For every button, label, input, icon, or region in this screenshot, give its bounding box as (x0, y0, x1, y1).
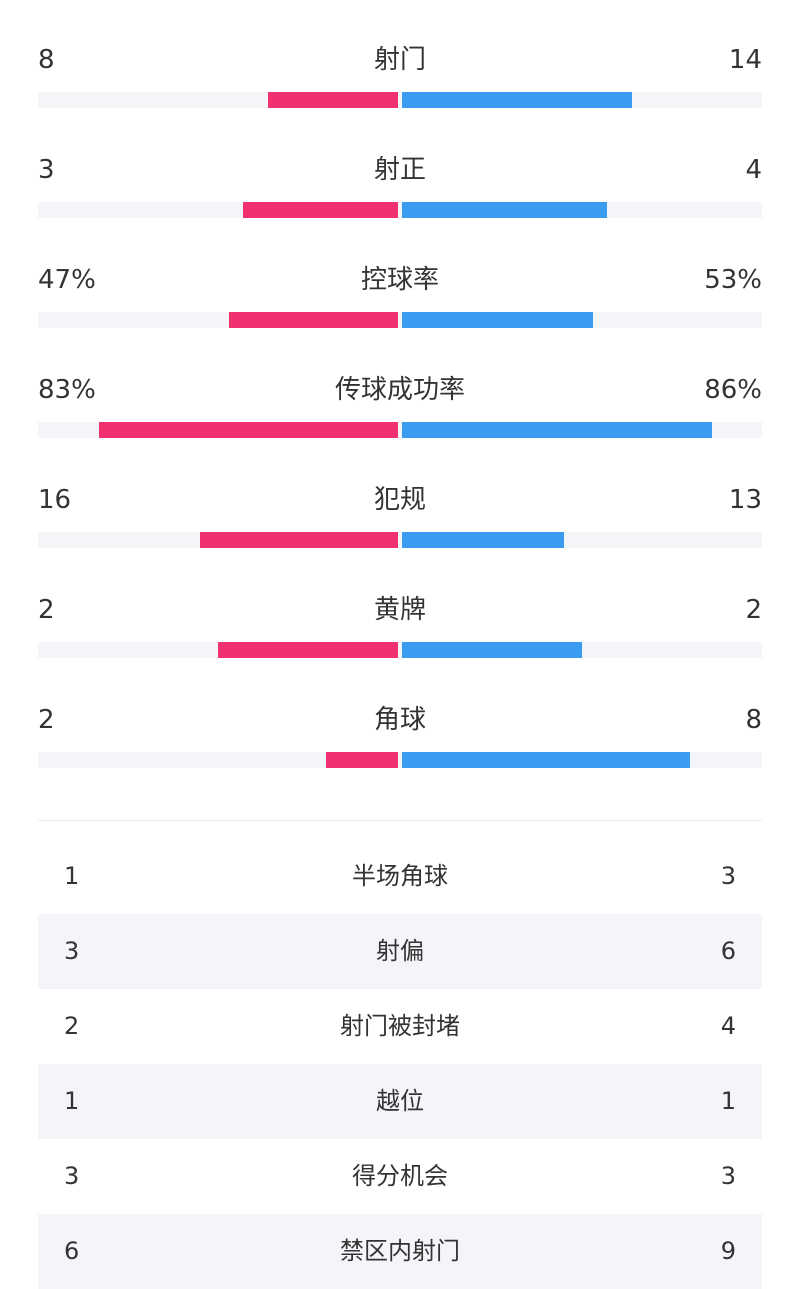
away-bar (402, 532, 564, 548)
table-row: 3 得分机会 3 (38, 1139, 762, 1214)
home-value: 3 (64, 937, 80, 965)
stat-row-yellow-cards: 2 黄牌 2 (38, 550, 762, 660)
stat-row-possession: 47% 控球率 53% (38, 220, 762, 330)
home-value: 6 (64, 1237, 80, 1265)
stat-row-pass-accuracy: 83% 传球成功率 86% (38, 330, 762, 440)
table-row: 2 射门被封堵 4 (38, 989, 762, 1064)
home-bar (268, 92, 398, 108)
away-value: 6 (720, 937, 736, 965)
home-bar (218, 642, 398, 658)
away-value: 2 (745, 595, 762, 625)
stat-bar-track (38, 202, 762, 218)
table-row: 3 射偏 6 (38, 914, 762, 989)
away-value: 1 (720, 1087, 736, 1115)
stat-label: 射门被封堵 (340, 1012, 460, 1040)
table-row: 6 禁区内射门 9 (38, 1214, 762, 1289)
away-bar (402, 312, 593, 328)
table-row: 1 越位 1 (38, 1064, 762, 1139)
home-value: 2 (38, 595, 55, 625)
away-value: 86% (704, 375, 762, 405)
stat-bar-track (38, 532, 762, 548)
stat-bar-track (38, 312, 762, 328)
away-value: 53% (704, 265, 762, 295)
home-bar (99, 422, 398, 438)
home-bar (229, 312, 398, 328)
stat-label: 犯规 (373, 485, 426, 515)
away-value: 14 (728, 45, 762, 75)
home-value: 1 (64, 1087, 80, 1115)
away-value: 3 (720, 862, 736, 890)
stat-label: 角球 (373, 705, 426, 735)
stat-row-corners: 2 角球 8 (38, 660, 762, 770)
home-value: 2 (38, 705, 55, 735)
away-value: 13 (728, 485, 762, 515)
stat-label: 射门 (373, 45, 426, 75)
away-value: 8 (745, 705, 762, 735)
home-value: 8 (38, 45, 55, 75)
stat-label: 射正 (373, 155, 426, 185)
away-value: 4 (720, 1012, 736, 1040)
stat-label: 半场角球 (352, 862, 448, 890)
table-row: 1 半场角球 3 (38, 839, 762, 914)
home-value: 47% (38, 265, 96, 295)
stat-label: 黄牌 (373, 595, 426, 625)
stat-bar-track (38, 752, 762, 768)
home-bar (326, 752, 398, 768)
stat-row-shots-on-target: 3 射正 4 (38, 110, 762, 220)
stat-row-fouls: 16 犯规 13 (38, 440, 762, 550)
home-value: 83% (38, 375, 96, 405)
home-value: 1 (64, 862, 80, 890)
stat-label: 越位 (376, 1087, 424, 1115)
stat-label: 得分机会 (352, 1162, 448, 1190)
section-divider (38, 820, 762, 821)
stats-table: 1 半场角球 3 3 射偏 6 2 射门被封堵 4 1 越位 1 3 得分机会 … (38, 839, 762, 1289)
stat-bar-track (38, 422, 762, 438)
bar-stats-list: 8 射门 14 3 射正 4 47% 控球率 53% 83% 传球成功率 86% (38, 0, 762, 770)
stat-label: 射偏 (376, 937, 424, 965)
away-value: 4 (745, 155, 762, 185)
stat-label: 禁区内射门 (340, 1237, 460, 1265)
away-bar (402, 422, 712, 438)
away-bar (402, 752, 690, 768)
away-bar (402, 92, 632, 108)
home-value: 2 (64, 1012, 80, 1040)
stat-label: 传球成功率 (334, 375, 465, 405)
away-value: 3 (720, 1162, 736, 1190)
home-bar (243, 202, 398, 218)
stat-bar-track (38, 642, 762, 658)
stat-label: 控球率 (360, 265, 439, 295)
stat-row-shots: 8 射门 14 (38, 0, 762, 110)
away-bar (402, 642, 582, 658)
home-bar (200, 532, 398, 548)
away-bar (402, 202, 607, 218)
home-value: 16 (38, 485, 72, 515)
stat-bar-track (38, 92, 762, 108)
home-value: 3 (38, 155, 55, 185)
home-value: 3 (64, 1162, 80, 1190)
away-value: 9 (720, 1237, 736, 1265)
